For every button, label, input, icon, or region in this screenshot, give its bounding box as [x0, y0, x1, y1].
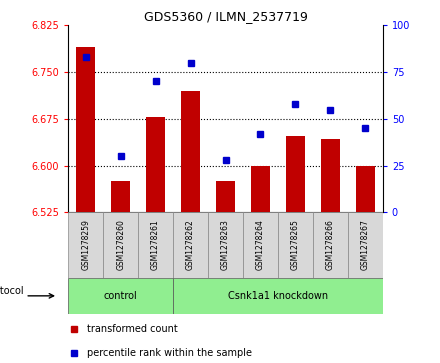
Text: GSM1278266: GSM1278266 [326, 220, 335, 270]
Bar [76, 47, 95, 212]
Title: GDS5360 / ILMN_2537719: GDS5360 / ILMN_2537719 [143, 10, 308, 23]
Text: control: control [104, 291, 138, 301]
Text: protocol: protocol [0, 286, 24, 297]
Bar [68, 212, 103, 278]
Text: GSM1278263: GSM1278263 [221, 220, 230, 270]
Bar [356, 166, 375, 212]
Text: transformed count: transformed count [87, 324, 178, 334]
Bar [68, 278, 173, 314]
Bar [348, 212, 383, 278]
Bar [216, 181, 235, 212]
Bar [243, 212, 278, 278]
Bar [173, 278, 383, 314]
Text: GSM1278267: GSM1278267 [361, 220, 370, 270]
Bar [138, 212, 173, 278]
Bar [173, 212, 208, 278]
Bar [313, 212, 348, 278]
Bar [251, 166, 270, 212]
Bar [111, 181, 130, 212]
Bar [208, 212, 243, 278]
Text: GSM1278265: GSM1278265 [291, 220, 300, 270]
Text: GSM1278261: GSM1278261 [151, 220, 160, 270]
Text: GSM1278262: GSM1278262 [186, 220, 195, 270]
Bar [103, 212, 138, 278]
Bar [286, 136, 305, 212]
Bar [321, 139, 340, 212]
Text: GSM1278264: GSM1278264 [256, 220, 265, 270]
Text: GSM1278259: GSM1278259 [81, 220, 90, 270]
Text: percentile rank within the sample: percentile rank within the sample [87, 348, 252, 358]
Bar [278, 212, 313, 278]
Bar [181, 91, 200, 212]
Text: GSM1278260: GSM1278260 [116, 220, 125, 270]
Text: Csnk1a1 knockdown: Csnk1a1 knockdown [228, 291, 328, 301]
Bar [146, 117, 165, 212]
